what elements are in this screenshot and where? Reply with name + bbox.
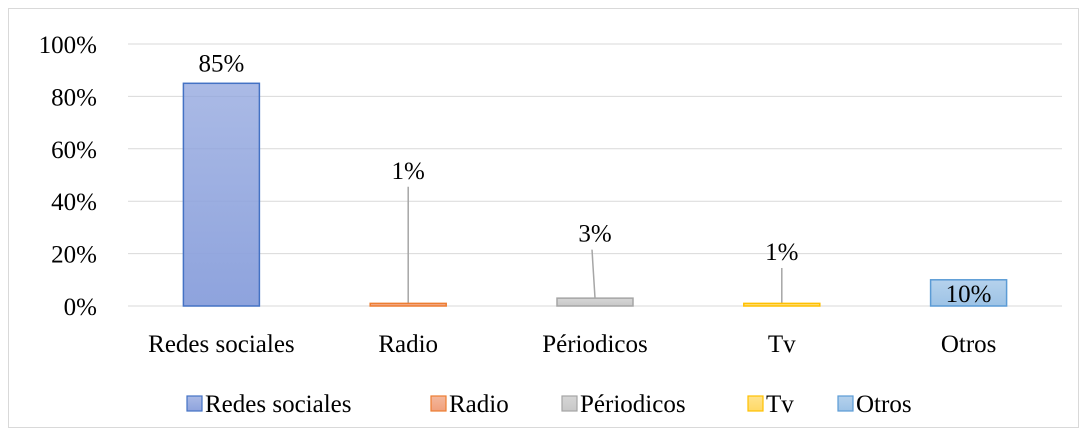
x-tick-label: Otros — [941, 331, 997, 358]
x-tick-label: Radio — [378, 331, 438, 358]
legend-label: Otros — [856, 391, 912, 418]
x-tick-label: Redes sociales — [148, 331, 294, 358]
legend: Redes sociales Radio Périodicos Tv Otros — [186, 391, 912, 418]
data-label: 10% — [946, 281, 992, 308]
legend-swatch-otros — [837, 395, 854, 412]
bar-redes-sociales — [182, 82, 261, 307]
y-tick-label: 80% — [51, 84, 97, 111]
legend-swatch-redes-sociales — [186, 395, 203, 412]
data-label: 1% — [392, 158, 425, 185]
legend-label: Radio — [449, 391, 509, 418]
bar-tv — [743, 302, 821, 307]
bar-otros — [929, 279, 1008, 307]
data-label: 85% — [198, 50, 244, 77]
legend-label: Périodicos — [580, 391, 686, 418]
gridlines — [128, 43, 1062, 307]
x-axis-labels: Redes sociales Radio Périodicos Tv Otros — [148, 331, 996, 358]
y-tick-label: 20% — [51, 242, 97, 269]
x-tick-label: Tv — [768, 331, 796, 358]
data-labels: 85% 1% 3% 1% 10% — [198, 50, 991, 308]
data-label: 1% — [765, 239, 798, 266]
bar-periodicos — [556, 297, 634, 307]
legend-label: Tv — [766, 391, 794, 418]
y-tick-label: 40% — [51, 189, 97, 216]
x-tick-label: Périodicos — [542, 331, 648, 358]
label-leader-lines — [407, 186, 783, 304]
legend-label: Redes sociales — [205, 391, 351, 418]
y-axis-ticks: 0% 20% 40% 60% 80% 100% — [39, 32, 97, 321]
legend-swatch-periodicos — [561, 395, 578, 412]
y-tick-label: 0% — [64, 294, 97, 321]
legend-swatch-tv — [747, 395, 764, 412]
y-tick-label: 100% — [39, 32, 97, 59]
data-label: 3% — [578, 221, 611, 248]
legend-swatch-radio — [430, 395, 447, 412]
bar-radio — [369, 302, 447, 307]
leader-line — [591, 249, 596, 299]
bars — [182, 82, 1008, 307]
y-tick-label: 60% — [51, 137, 97, 164]
